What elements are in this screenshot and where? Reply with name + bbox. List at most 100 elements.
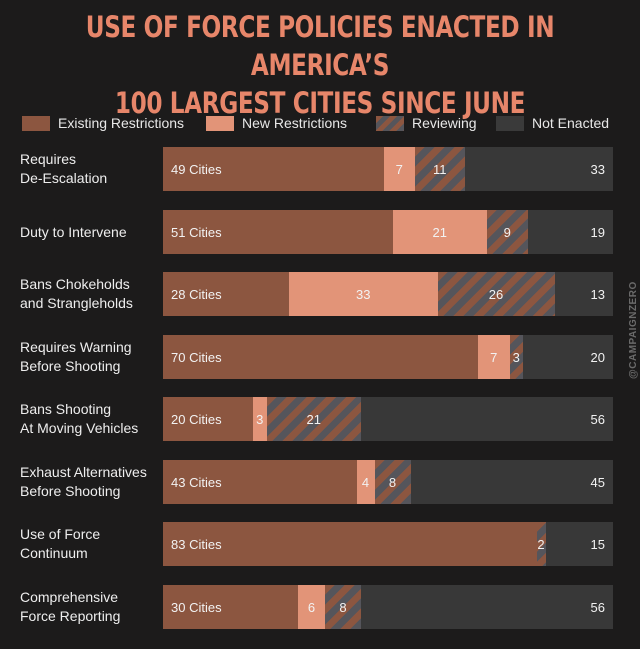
category-label-line: Continuum <box>20 545 88 561</box>
bar-segment-not: 13 <box>554 272 613 316</box>
category-label-line: Bans Chokeholds <box>20 276 130 292</box>
bar-value-label: 30 Cities <box>171 599 222 615</box>
bar-value-label: 26 <box>488 286 504 302</box>
bar-value-label: 33 <box>356 286 371 302</box>
bar-value-label: 45 <box>590 474 605 490</box>
bar-segment-reviewing: 8 <box>374 460 411 504</box>
bar-value-label: 56 <box>590 411 605 427</box>
category-label: Exhaust Alternatives Before Shooting <box>20 463 165 501</box>
bar-segment-not: 15 <box>545 522 613 566</box>
category-label-line: Use of Force <box>20 526 101 542</box>
bar-value-label: 20 Cities <box>171 411 222 427</box>
bar-value-label: 15 <box>590 536 605 552</box>
category-label-line: Force Reporting <box>20 608 121 624</box>
legend-swatch-existing <box>22 115 50 131</box>
category-label: Bans Shooting At Moving Vehicles <box>20 400 165 438</box>
bar-value-label: 8 <box>339 599 347 615</box>
bar-value-label: 21 <box>432 224 447 240</box>
bar-segment-not: 56 <box>361 585 613 629</box>
bar-segment-existing: 70 Cities <box>163 335 478 379</box>
bar-value-label: 28 Cities <box>171 286 222 302</box>
legend-swatch-reviewing <box>376 115 404 131</box>
bar-segment-reviewing: 9 <box>487 210 528 254</box>
bar-segment-new: 33 <box>289 272 438 316</box>
category-label: Requires Warning Before Shooting <box>20 338 165 376</box>
bar-segment-new: 6 <box>298 585 325 629</box>
bar-value-label: 19 <box>590 224 605 240</box>
bar-segment-new: 3 <box>253 397 267 441</box>
legend-label-not-enacted: Not Enacted <box>532 115 610 131</box>
category-label-line: Before Shooting <box>20 358 121 374</box>
bar-segment-reviewing: 26 <box>437 272 555 316</box>
bar-value-label: 3 <box>512 349 520 365</box>
category-label-line: Duty to Intervene <box>20 223 127 240</box>
category-label-line: Before Shooting <box>20 483 121 499</box>
bar-segment-existing: 83 Cities <box>163 522 537 566</box>
category-label: Comprehensive Force Reporting <box>20 588 165 626</box>
bar-value-label: 7 <box>395 161 403 177</box>
category-label-line: and Strangleholds <box>20 295 133 311</box>
bar-segment-reviewing: 21 <box>266 397 361 441</box>
bar-segment-existing: 20 Cities <box>163 397 253 441</box>
bar-segment-new: 4 <box>356 460 375 504</box>
bar-value-label: 6 <box>307 599 316 615</box>
bar-segment-not: 45 <box>410 460 613 504</box>
legend-label-existing: Existing Restrictions <box>58 115 185 131</box>
bar-value-label: 33 <box>590 161 605 177</box>
category-label-line: Requires Warning <box>20 339 132 355</box>
bar-value-label: 13 <box>590 286 605 302</box>
bar-value-label: 8 <box>388 474 397 490</box>
bar-segment-existing: 51 Cities <box>163 210 393 254</box>
category-label-line: Comprehensive <box>20 589 119 605</box>
bar-segment-new: 7 <box>478 335 510 379</box>
category-label: Requires De-Escalation <box>20 150 165 188</box>
bar-segment-not: 19 <box>527 210 613 254</box>
bar-row: 43 Cities 4 8 45 <box>163 460 613 504</box>
bar-row: 51 Cities 21 9 19 <box>163 210 613 254</box>
legend-label-new: New Restrictions <box>242 115 348 131</box>
category-label-line: Bans Shooting <box>20 401 112 417</box>
category-label-line: Requires <box>20 151 77 167</box>
bar-value-label: 2 <box>537 536 545 552</box>
bar-segment-reviewing: 8 <box>325 585 361 629</box>
bar-segment-not: 33 <box>464 147 613 191</box>
category-label-line: Exhaust Alternatives <box>20 464 147 480</box>
category-label: Duty to Intervene <box>20 223 165 242</box>
chart-title-line-2: 100 LARGEST CITIES SINCE JUNE <box>114 86 526 120</box>
bar-value-label: 20 <box>590 349 605 365</box>
bar-segment-existing: 49 Cities <box>163 147 384 191</box>
legend-item-existing: Existing Restrictions <box>22 112 184 134</box>
legend: Existing Restrictions New Restrictions R… <box>0 112 640 134</box>
bar-value-label: 21 <box>306 411 321 427</box>
bar-value-label: 51 Cities <box>171 224 222 240</box>
bar-value-label: 49 Cities <box>171 161 222 177</box>
category-label-line: At Moving Vehicles <box>20 420 139 436</box>
bar-segment-existing: 43 Cities <box>163 460 357 504</box>
bar-value-label: 43 Cities <box>171 474 222 490</box>
legend-item-reviewing: Reviewing <box>376 112 477 134</box>
chart-title: USE OF FORCE POLICIES ENACTED IN AMERICA… <box>64 8 576 122</box>
bar-segment-new: 21 <box>392 210 487 254</box>
legend-swatch-not-enacted <box>496 115 524 131</box>
bar-value-label: 56 <box>590 599 605 615</box>
bar-segment-reviewing: 2 <box>536 522 546 566</box>
bar-segment-new: 7 <box>383 147 415 191</box>
bar-row: 83 Cities 2 15 <box>163 522 613 566</box>
legend-item-new: New Restrictions <box>206 112 347 134</box>
bar-row: 28 Cities 33 26 13 <box>163 272 613 316</box>
bar-segment-existing: 28 Cities <box>163 272 289 316</box>
category-label: Use of Force Continuum <box>20 525 165 563</box>
bar-segment-reviewing: 3 <box>509 335 523 379</box>
bar-row: 20 Cities 3 21 56 <box>163 397 613 441</box>
bar-value-label: 7 <box>490 349 498 365</box>
bar-value-label: 3 <box>256 411 264 427</box>
bar-segment-not: 56 <box>361 397 613 441</box>
legend-item-not-enacted: Not Enacted <box>496 112 609 134</box>
legend-swatch-new <box>206 115 234 131</box>
category-label-line: De-Escalation <box>20 170 108 186</box>
bar-segment-existing: 30 Cities <box>163 585 298 629</box>
bar-row: 30 Cities 6 8 56 <box>163 585 613 629</box>
bar-value-label: 9 <box>503 224 511 240</box>
bar-segment-reviewing: 11 <box>415 147 465 191</box>
bar-value-label: 4 <box>361 474 370 490</box>
